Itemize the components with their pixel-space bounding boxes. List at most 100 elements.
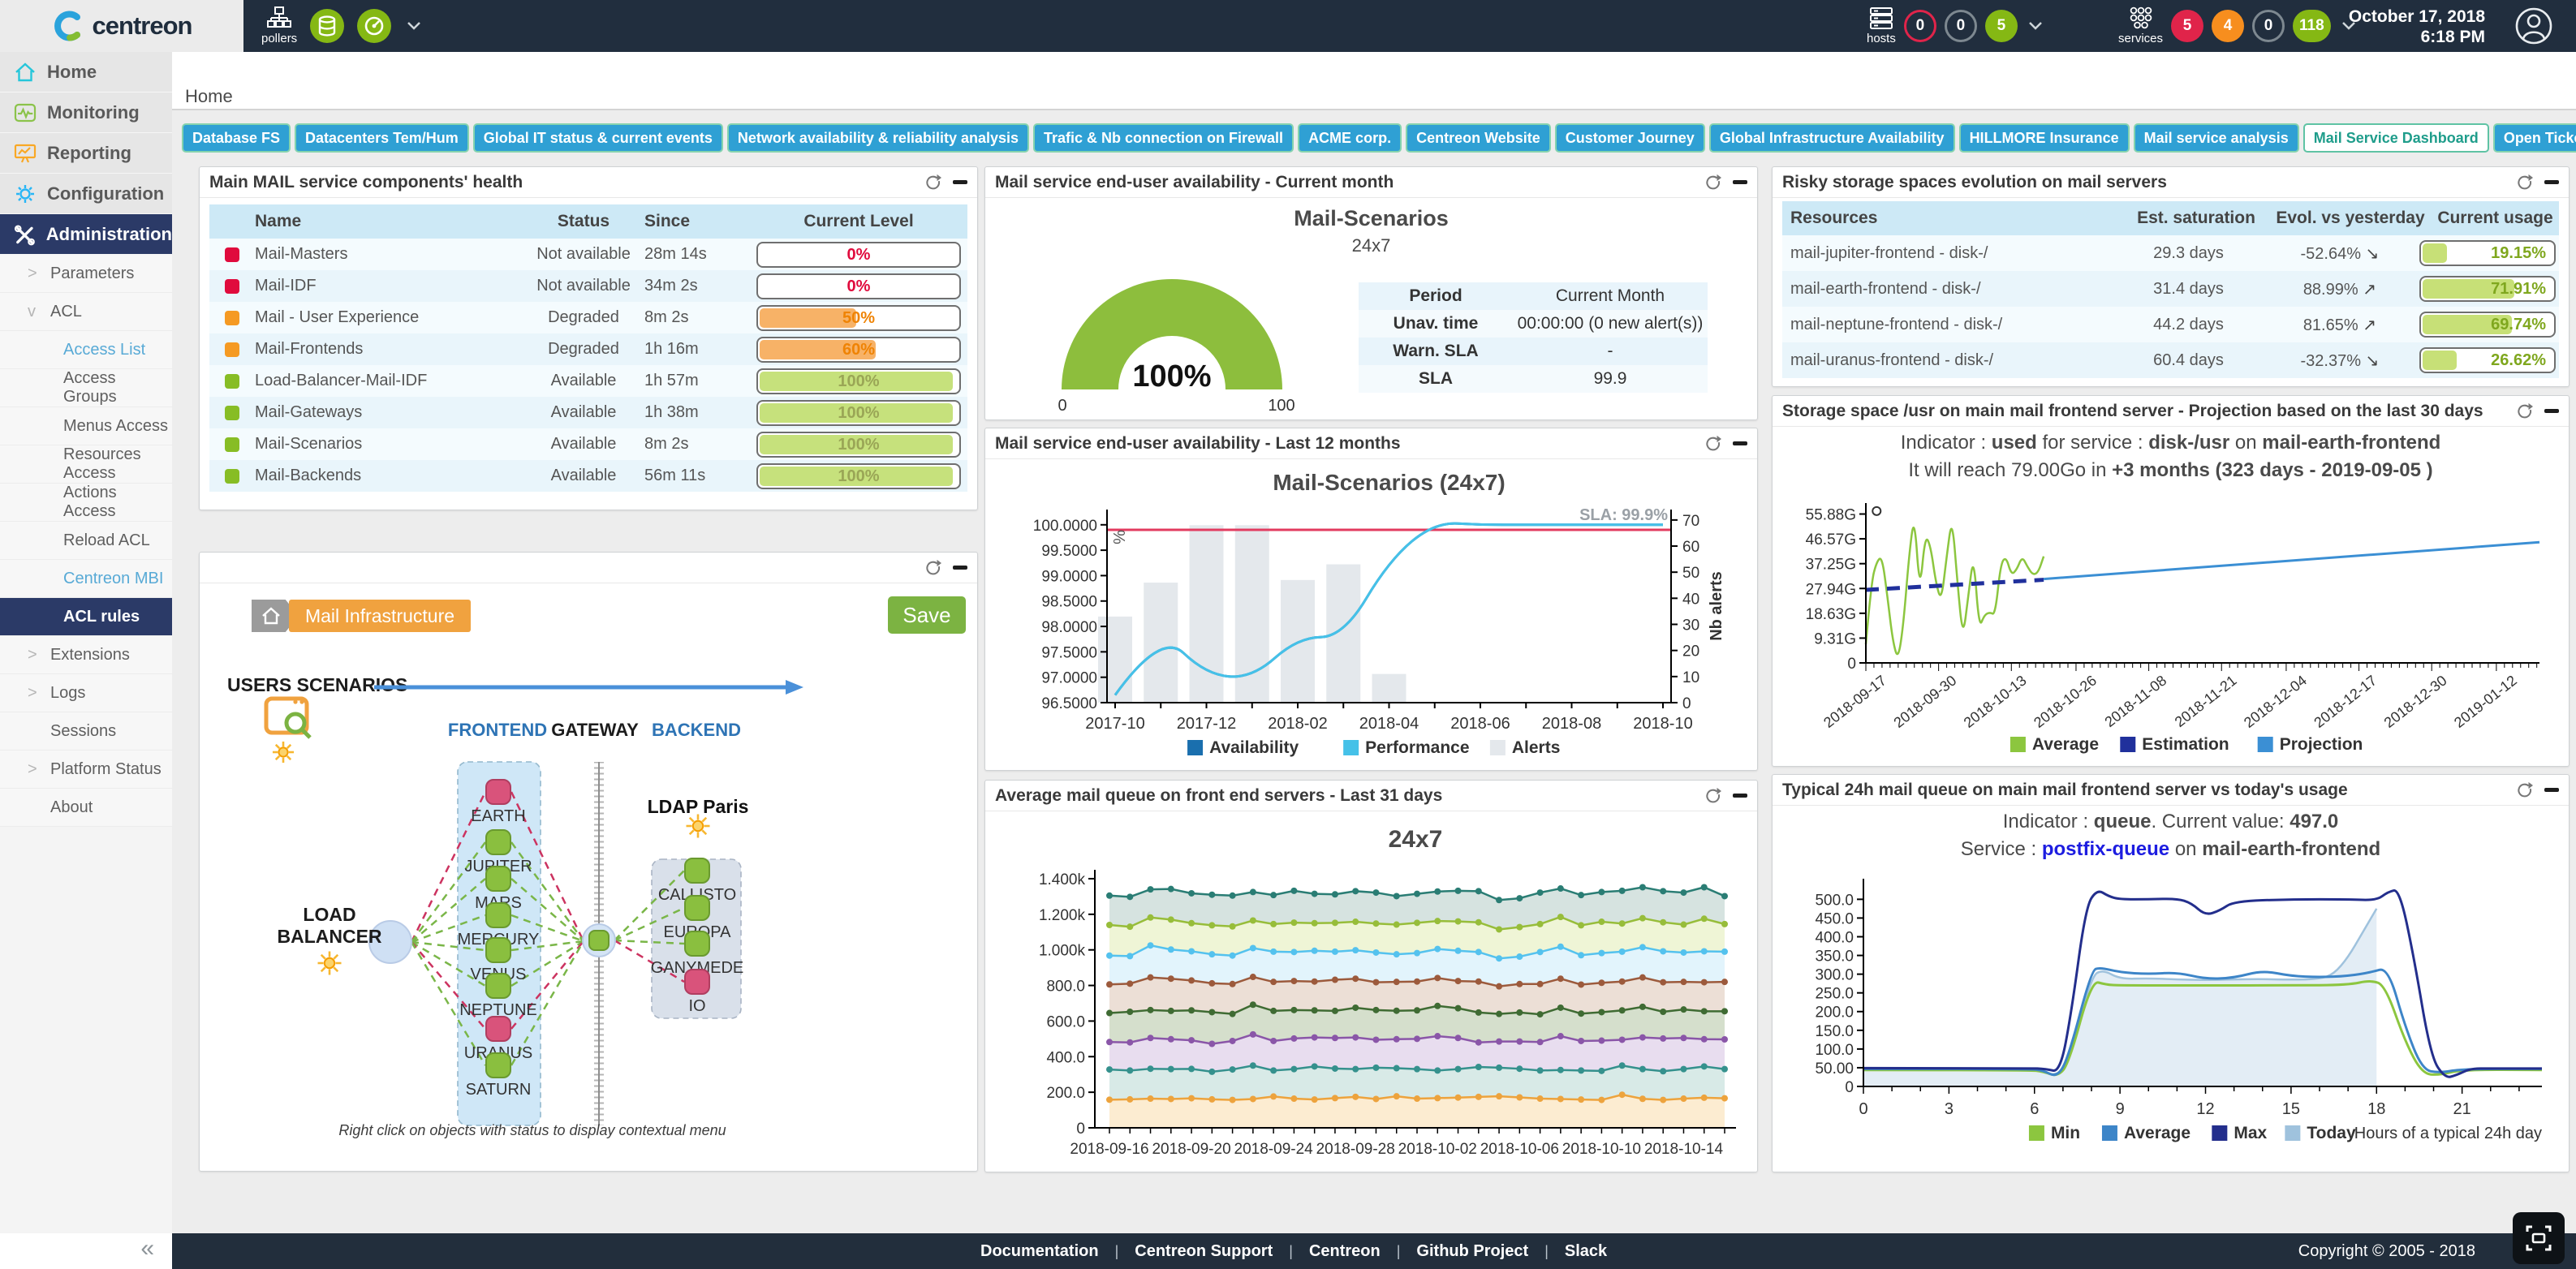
tab-database-fs[interactable]: Database FS bbox=[182, 123, 291, 153]
infrastructure-breadcrumb[interactable]: Mail Infrastructure bbox=[289, 600, 471, 632]
backend-node-callisto bbox=[684, 858, 710, 884]
sidebar-item-reporting[interactable]: Reporting bbox=[0, 133, 172, 174]
tab-mail-service-dashboard[interactable]: Mail Service Dashboard bbox=[2302, 123, 2489, 153]
sidebar-item-administration[interactable]: Administration bbox=[0, 214, 172, 255]
fullscreen-button[interactable] bbox=[2513, 1212, 2565, 1264]
sidebar-subitem-reload-acl[interactable]: Reload ACL bbox=[0, 522, 172, 560]
refresh-icon[interactable] bbox=[2515, 781, 2533, 799]
refresh-icon[interactable] bbox=[924, 174, 941, 191]
footer-link-slack[interactable]: Slack bbox=[1564, 1241, 1608, 1260]
sidebar-subitem-sessions[interactable]: Sessions bbox=[0, 712, 172, 751]
services-badge[interactable]: 0 bbox=[2252, 10, 2285, 42]
table-row[interactable]: Load-Balancer-Mail-IDF Available 1h 57m 100… bbox=[209, 365, 967, 397]
sidebar-subitem-logs[interactable]: > Logs bbox=[0, 674, 172, 712]
refresh-icon[interactable] bbox=[2515, 402, 2533, 420]
hosts-badge[interactable]: 5 bbox=[1984, 10, 2018, 42]
refresh-icon[interactable] bbox=[1704, 435, 1721, 453]
subtitle-segment: 497.0 bbox=[2290, 811, 2339, 832]
tab-global-infrastructure-availability[interactable]: Global Infrastructure Availability bbox=[1708, 123, 1955, 153]
services-badge[interactable]: 5 bbox=[2171, 10, 2204, 42]
svg-text:Nb alerts: Nb alerts bbox=[1708, 571, 1725, 641]
minimize-icon[interactable] bbox=[2544, 180, 2559, 184]
minimize-icon[interactable] bbox=[953, 180, 967, 184]
sidebar-item-configuration[interactable]: Configuration bbox=[0, 174, 172, 214]
sidebar-subitem-platform-status[interactable]: > Platform Status bbox=[0, 751, 172, 789]
refresh-icon[interactable] bbox=[1704, 174, 1721, 191]
sidebar-subitem-centreon-mbi[interactable]: Centreon MBI bbox=[0, 560, 172, 598]
footer-link-centreon[interactable]: Centreon bbox=[1308, 1241, 1381, 1260]
tab-trafic-nb-connection-on-firewall[interactable]: Trafic & Nb connection on Firewall bbox=[1033, 123, 1294, 153]
services-chevron-icon[interactable] bbox=[2341, 20, 2357, 32]
tab-datacenters-tem-hum[interactable]: Datacenters Tem/Hum bbox=[295, 123, 469, 153]
minimize-icon[interactable] bbox=[1733, 180, 1747, 184]
panel-title: Mail service end-user availability - Las… bbox=[995, 433, 1401, 453]
sidebar-item-monitoring[interactable]: Monitoring bbox=[0, 92, 172, 133]
save-button[interactable]: Save bbox=[888, 596, 966, 634]
tab-centreon-website[interactable]: Centreon Website bbox=[1406, 123, 1551, 153]
minimize-icon[interactable] bbox=[953, 566, 967, 570]
table-row[interactable]: mail-neptune-frontend - disk-/ 44.2 days 8… bbox=[1782, 307, 2559, 342]
sidebar-subitem-menus-access[interactable]: Menus Access bbox=[0, 407, 172, 445]
table-row[interactable]: mail-earth-frontend - disk-/ 31.4 days 88.… bbox=[1782, 271, 2559, 307]
minimize-icon[interactable] bbox=[2544, 409, 2559, 413]
pollers-menu[interactable]: pollers bbox=[261, 6, 297, 45]
sidebar-subitem-parameters[interactable]: > Parameters bbox=[0, 255, 172, 293]
tab-hillmore-insurance[interactable]: HILLMORE Insurance bbox=[1958, 123, 2130, 153]
collapse-chevrons-icon[interactable]: « bbox=[140, 1235, 154, 1262]
tab-customer-journey[interactable]: Customer Journey bbox=[1554, 123, 1705, 153]
subtitle-segment: . Current value: bbox=[2151, 811, 2290, 832]
subtitle-segment[interactable]: postfix-queue bbox=[2041, 838, 2170, 860]
breadcrumb[interactable]: Home bbox=[185, 86, 233, 106]
table-row[interactable]: mail-jupiter-frontend - disk-/ 29.3 days -… bbox=[1782, 235, 2559, 271]
copyright: Copyright © 2005 - 2018 bbox=[2298, 1242, 2475, 1260]
frontend-node-uranus bbox=[485, 1016, 511, 1042]
sidebar-subitem-acl[interactable]: v ACL bbox=[0, 293, 172, 331]
svg-text:99.5000: 99.5000 bbox=[1041, 543, 1097, 560]
minimize-icon[interactable] bbox=[2544, 788, 2559, 792]
services-menu[interactable]: services bbox=[2118, 6, 2163, 45]
tab-acme-corp-[interactable]: ACME corp. bbox=[1298, 123, 1402, 153]
hosts-badge[interactable]: 0 bbox=[1944, 10, 1977, 42]
sidebar-subitem-access-list[interactable]: Access List bbox=[0, 331, 172, 369]
refresh-icon[interactable] bbox=[2515, 174, 2533, 191]
footer-link-centreon-support[interactable]: Centreon Support bbox=[1135, 1241, 1273, 1260]
table-row[interactable]: Mail-Gateways Available 1h 38m 100% bbox=[209, 397, 967, 428]
sidebar-subitem-actions-access[interactable]: Actions Access bbox=[0, 484, 172, 522]
tab-global-it-status-current-events[interactable]: Global IT status & current events bbox=[472, 123, 723, 153]
footer-link-github-project[interactable]: Github Project bbox=[1416, 1241, 1529, 1260]
refresh-icon[interactable] bbox=[924, 559, 941, 577]
app-logo[interactable]: centreon bbox=[0, 0, 243, 52]
tab-open-tickets[interactable]: Open Tickets bbox=[2492, 123, 2576, 153]
sidebar-collapse[interactable]: « bbox=[0, 1233, 172, 1269]
tab-mail-service-analysis[interactable]: Mail service analysis bbox=[2133, 123, 2299, 153]
table-row[interactable]: Mail-IDF Not available 34m 2s 0% bbox=[209, 270, 967, 302]
pollers-chevron-icon[interactable] bbox=[406, 20, 422, 32]
sidebar-subitem-about[interactable]: About bbox=[0, 789, 172, 827]
table-row[interactable]: Mail - User Experience Degraded 8m 2s 50% bbox=[209, 302, 967, 333]
table-row[interactable]: Mail-Frontends Degraded 1h 16m 60% bbox=[209, 333, 967, 365]
hosts-badge[interactable]: 0 bbox=[1903, 10, 1936, 42]
table-row[interactable]: mail-uranus-frontend - disk-/ 60.4 days -3… bbox=[1782, 342, 2559, 378]
sidebar-subitem-acl-rules[interactable]: ACL rules bbox=[0, 598, 172, 636]
table-row[interactable]: Mail-Scenarios Available 8m 2s 100% bbox=[209, 428, 967, 460]
footer-link-documentation[interactable]: Documentation bbox=[980, 1241, 1099, 1260]
poller-latency-icon[interactable] bbox=[357, 9, 392, 43]
minimize-icon[interactable] bbox=[1733, 441, 1747, 445]
user-avatar-icon[interactable] bbox=[2514, 6, 2553, 45]
services-badge[interactable]: 118 bbox=[2293, 10, 2331, 42]
minimize-icon[interactable] bbox=[1733, 794, 1747, 798]
sidebar-subitem-extensions[interactable]: > Extensions bbox=[0, 636, 172, 674]
poller-database-icon[interactable] bbox=[310, 9, 345, 43]
svg-text:99.0000: 99.0000 bbox=[1041, 568, 1097, 585]
sidebar-subitem-resources-access[interactable]: Resources Access bbox=[0, 445, 172, 484]
services-badge[interactable]: 4 bbox=[2212, 10, 2245, 42]
refresh-icon[interactable] bbox=[1704, 787, 1721, 805]
hosts-menu[interactable]: hosts bbox=[1867, 6, 1896, 45]
hosts-chevron-icon[interactable] bbox=[2027, 20, 2044, 32]
tab-network-availability-reliability-analysis[interactable]: Network availability & reliability analy… bbox=[726, 123, 1030, 153]
sidebar-subitem-access-groups[interactable]: Access Groups bbox=[0, 369, 172, 407]
table-row[interactable]: Mail-Masters Not available 28m 14s 0% bbox=[209, 239, 967, 270]
sidebar-item-home[interactable]: Home bbox=[0, 52, 172, 92]
table-row[interactable]: Mail-Backends Available 56m 11s 100% bbox=[209, 460, 967, 492]
infrastructure-diagram[interactable]: LOADBALANCEREARTHJUPITERMARSMERCURYVENUS… bbox=[200, 583, 979, 1172]
